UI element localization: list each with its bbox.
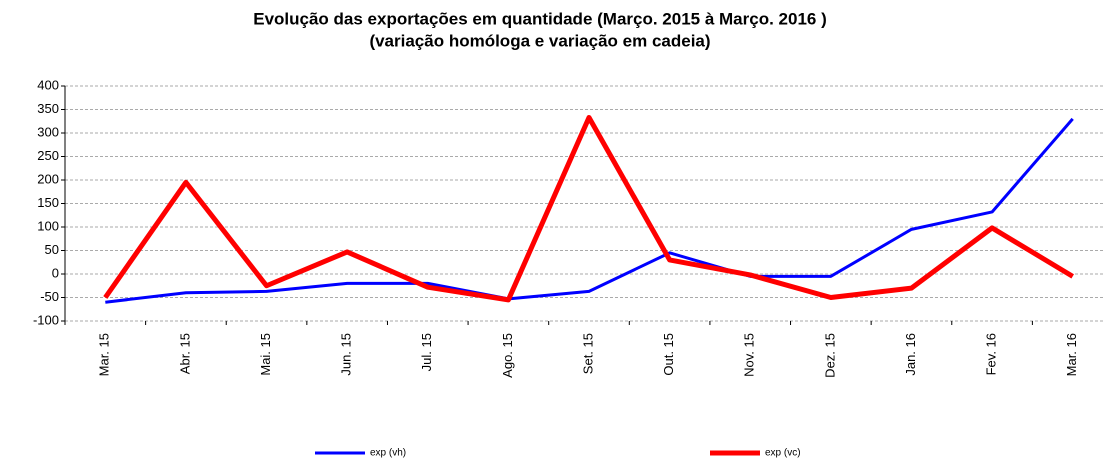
x-tick-label: Set. 15 bbox=[580, 333, 595, 374]
y-tick-label: 350 bbox=[37, 101, 59, 116]
y-tick-label: 300 bbox=[37, 124, 59, 139]
y-tick-label: 50 bbox=[45, 242, 59, 257]
y-tick-label: -100 bbox=[33, 312, 59, 327]
y-tick-label: 0 bbox=[52, 265, 59, 280]
chart-title: Evolução das exportações em quantidade (… bbox=[253, 9, 827, 28]
y-tick-label: 250 bbox=[37, 148, 59, 163]
chart-subtitle: (variação homóloga e variação em cadeia) bbox=[369, 31, 710, 50]
x-tick-label: Ago. 15 bbox=[500, 333, 515, 378]
x-tick-label: Out. 15 bbox=[661, 333, 676, 376]
y-tick-label: -50 bbox=[40, 289, 59, 304]
x-tick-label: Abr. 15 bbox=[177, 333, 192, 374]
x-tick-label: Mar. 15 bbox=[97, 333, 112, 376]
y-tick-label: 100 bbox=[37, 218, 59, 233]
x-tick-label: Mai. 15 bbox=[258, 333, 273, 376]
y-tick-label: 200 bbox=[37, 171, 59, 186]
legend-label: exp (vh) bbox=[370, 448, 406, 459]
x-tick-label: Jan. 16 bbox=[903, 333, 918, 376]
series-line bbox=[105, 117, 1074, 304]
x-tick-label: Mar. 16 bbox=[1064, 333, 1079, 376]
x-tick-label: Jun. 15 bbox=[339, 333, 354, 376]
y-tick-label: 400 bbox=[37, 77, 59, 92]
x-tick-label: Jul. 15 bbox=[419, 333, 434, 371]
x-tick-label: Nov. 15 bbox=[742, 333, 757, 377]
x-tick-label: Fev. 16 bbox=[984, 333, 999, 375]
y-tick-label: 150 bbox=[37, 195, 59, 210]
x-tick-label: Dez. 15 bbox=[822, 333, 837, 378]
series-line bbox=[103, 114, 1074, 303]
legend-label: exp (vc) bbox=[765, 448, 801, 459]
